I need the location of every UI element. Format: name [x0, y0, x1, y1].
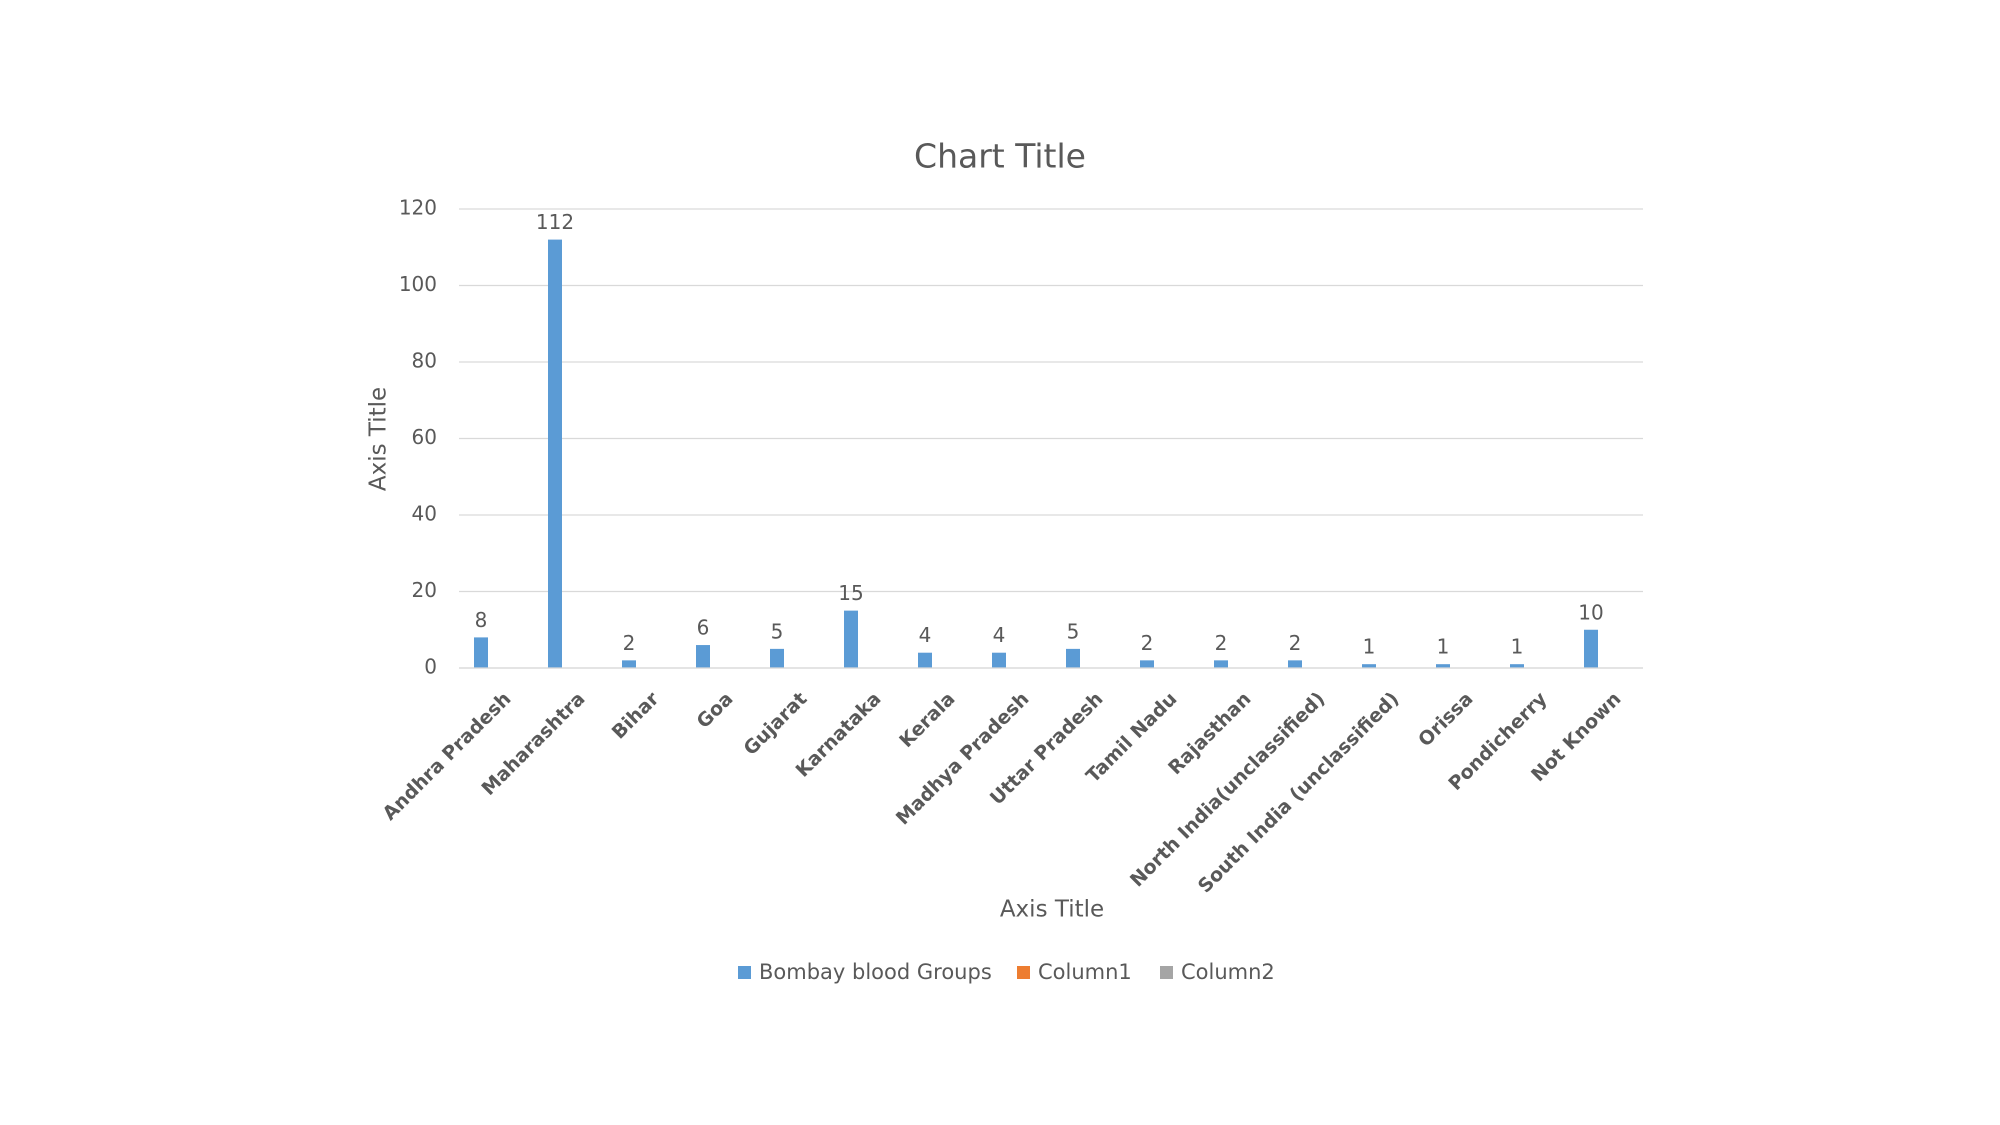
- bar: [474, 637, 488, 668]
- legend-swatch: [1160, 966, 1173, 979]
- bar: [1066, 648, 1080, 668]
- bar: [1436, 664, 1450, 668]
- bar: [992, 652, 1006, 668]
- data-label: 4: [919, 623, 932, 647]
- data-label: 6: [697, 616, 710, 640]
- x-tick-label: Kerala: [895, 688, 959, 752]
- legend-label: Column1: [1038, 960, 1132, 984]
- bar: [1362, 664, 1376, 668]
- chart-title: Chart Title: [914, 137, 1086, 176]
- data-label: 15: [838, 581, 863, 605]
- x-tick-label: Bihar: [608, 687, 664, 743]
- data-label: 5: [1067, 619, 1080, 643]
- data-label: 10: [1578, 600, 1603, 624]
- x-tick-label: Goa: [693, 688, 738, 733]
- bar: [696, 645, 710, 668]
- y-tick-label: 0: [424, 655, 437, 679]
- data-label: 8: [475, 608, 488, 632]
- bar: [1288, 660, 1302, 668]
- x-tick-label: Orissa: [1414, 688, 1477, 751]
- data-label: 2: [1215, 631, 1228, 655]
- data-label: 112: [536, 210, 574, 234]
- legend-label: Column2: [1181, 960, 1275, 984]
- data-label: 1: [1437, 635, 1450, 659]
- y-tick-label: 40: [412, 502, 437, 526]
- x-axis-title: Axis Title: [1000, 897, 1104, 923]
- data-label: 4: [993, 623, 1006, 647]
- y-axis-title: Axis Title: [366, 387, 392, 491]
- bar: [1140, 660, 1154, 668]
- x-tick-label: Madhya Pradesh: [892, 688, 1034, 830]
- data-label: 1: [1511, 635, 1524, 659]
- legend-swatch: [738, 966, 751, 979]
- y-tick-label: 120: [399, 196, 437, 220]
- data-label: 2: [1289, 631, 1302, 655]
- data-label: 1: [1363, 635, 1376, 659]
- y-tick-label: 80: [412, 349, 437, 373]
- bar: [548, 239, 562, 668]
- x-tick-label: Andhra Pradesh: [379, 688, 516, 825]
- data-label: 2: [623, 631, 636, 655]
- bar: [918, 652, 932, 668]
- bar: [1584, 629, 1598, 668]
- x-tick-label: Gujarat: [739, 688, 811, 760]
- y-tick-label: 20: [412, 578, 437, 602]
- bar: [770, 648, 784, 668]
- y-tick-label: 60: [412, 425, 437, 449]
- legend-label: Bombay blood Groups: [759, 960, 992, 984]
- bar: [844, 610, 858, 668]
- legend-swatch: [1017, 966, 1030, 979]
- data-label: 5: [771, 619, 784, 643]
- y-tick-label: 100: [399, 272, 437, 296]
- bar: [622, 660, 636, 668]
- bar: [1214, 660, 1228, 668]
- data-label: 2: [1141, 631, 1154, 655]
- bar: [1510, 664, 1524, 668]
